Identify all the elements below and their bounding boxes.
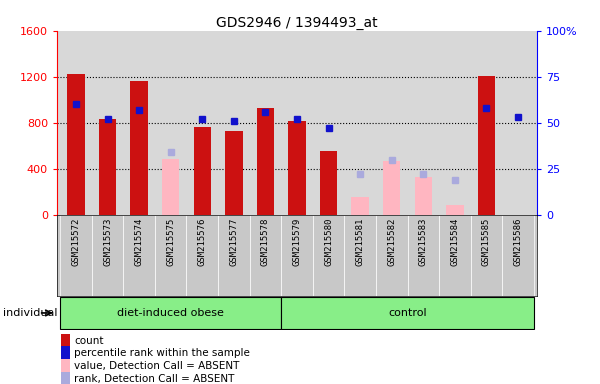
Bar — [250, 215, 281, 296]
Text: count: count — [74, 336, 104, 346]
Bar — [61, 372, 70, 384]
Bar — [124, 215, 155, 296]
Text: GSM215572: GSM215572 — [71, 217, 80, 266]
Text: diet-induced obese: diet-induced obese — [117, 308, 224, 318]
Bar — [61, 359, 70, 372]
Bar — [478, 76, 495, 215]
Bar — [60, 297, 281, 328]
Bar — [289, 121, 305, 215]
Bar — [407, 215, 439, 296]
Bar — [162, 159, 179, 215]
Text: value, Detection Call = ABSENT: value, Detection Call = ABSENT — [74, 361, 239, 371]
Text: GSM215583: GSM215583 — [419, 217, 428, 266]
Text: percentile rank within the sample: percentile rank within the sample — [74, 348, 250, 358]
Text: GSM215573: GSM215573 — [103, 217, 112, 266]
Bar — [257, 108, 274, 215]
Bar — [376, 215, 407, 296]
Bar — [99, 119, 116, 215]
Bar — [130, 81, 148, 215]
Text: GSM215575: GSM215575 — [166, 217, 175, 266]
Bar — [218, 215, 250, 296]
Bar — [352, 197, 369, 215]
Bar — [92, 215, 124, 296]
Bar — [320, 151, 337, 215]
Bar — [281, 215, 313, 296]
Bar — [313, 215, 344, 296]
Bar — [446, 205, 464, 215]
Bar — [187, 215, 218, 296]
Bar — [60, 215, 92, 296]
Text: GSM215582: GSM215582 — [387, 217, 396, 266]
Text: individual: individual — [3, 308, 58, 318]
Text: GSM215579: GSM215579 — [293, 217, 302, 266]
Bar — [155, 215, 187, 296]
Bar — [61, 334, 70, 348]
Bar — [194, 127, 211, 215]
Bar — [439, 215, 470, 296]
Bar — [344, 215, 376, 296]
Text: GSM215576: GSM215576 — [198, 217, 207, 266]
Text: GSM215580: GSM215580 — [324, 217, 333, 266]
Text: control: control — [388, 308, 427, 318]
Text: GSM215581: GSM215581 — [356, 217, 365, 266]
Text: GSM215585: GSM215585 — [482, 217, 491, 266]
Text: GSM215577: GSM215577 — [229, 217, 238, 266]
Text: GSM215574: GSM215574 — [134, 217, 143, 266]
Bar — [383, 161, 400, 215]
Title: GDS2946 / 1394493_at: GDS2946 / 1394493_at — [216, 16, 378, 30]
Bar — [225, 131, 242, 215]
Text: GSM215586: GSM215586 — [514, 217, 523, 266]
Bar — [61, 346, 70, 360]
Bar — [470, 215, 502, 296]
Text: GSM215584: GSM215584 — [451, 217, 460, 266]
Text: GSM215578: GSM215578 — [261, 217, 270, 266]
Bar — [502, 215, 534, 296]
Bar — [67, 74, 85, 215]
Bar — [281, 297, 534, 328]
Bar — [415, 177, 432, 215]
Text: rank, Detection Call = ABSENT: rank, Detection Call = ABSENT — [74, 374, 235, 384]
